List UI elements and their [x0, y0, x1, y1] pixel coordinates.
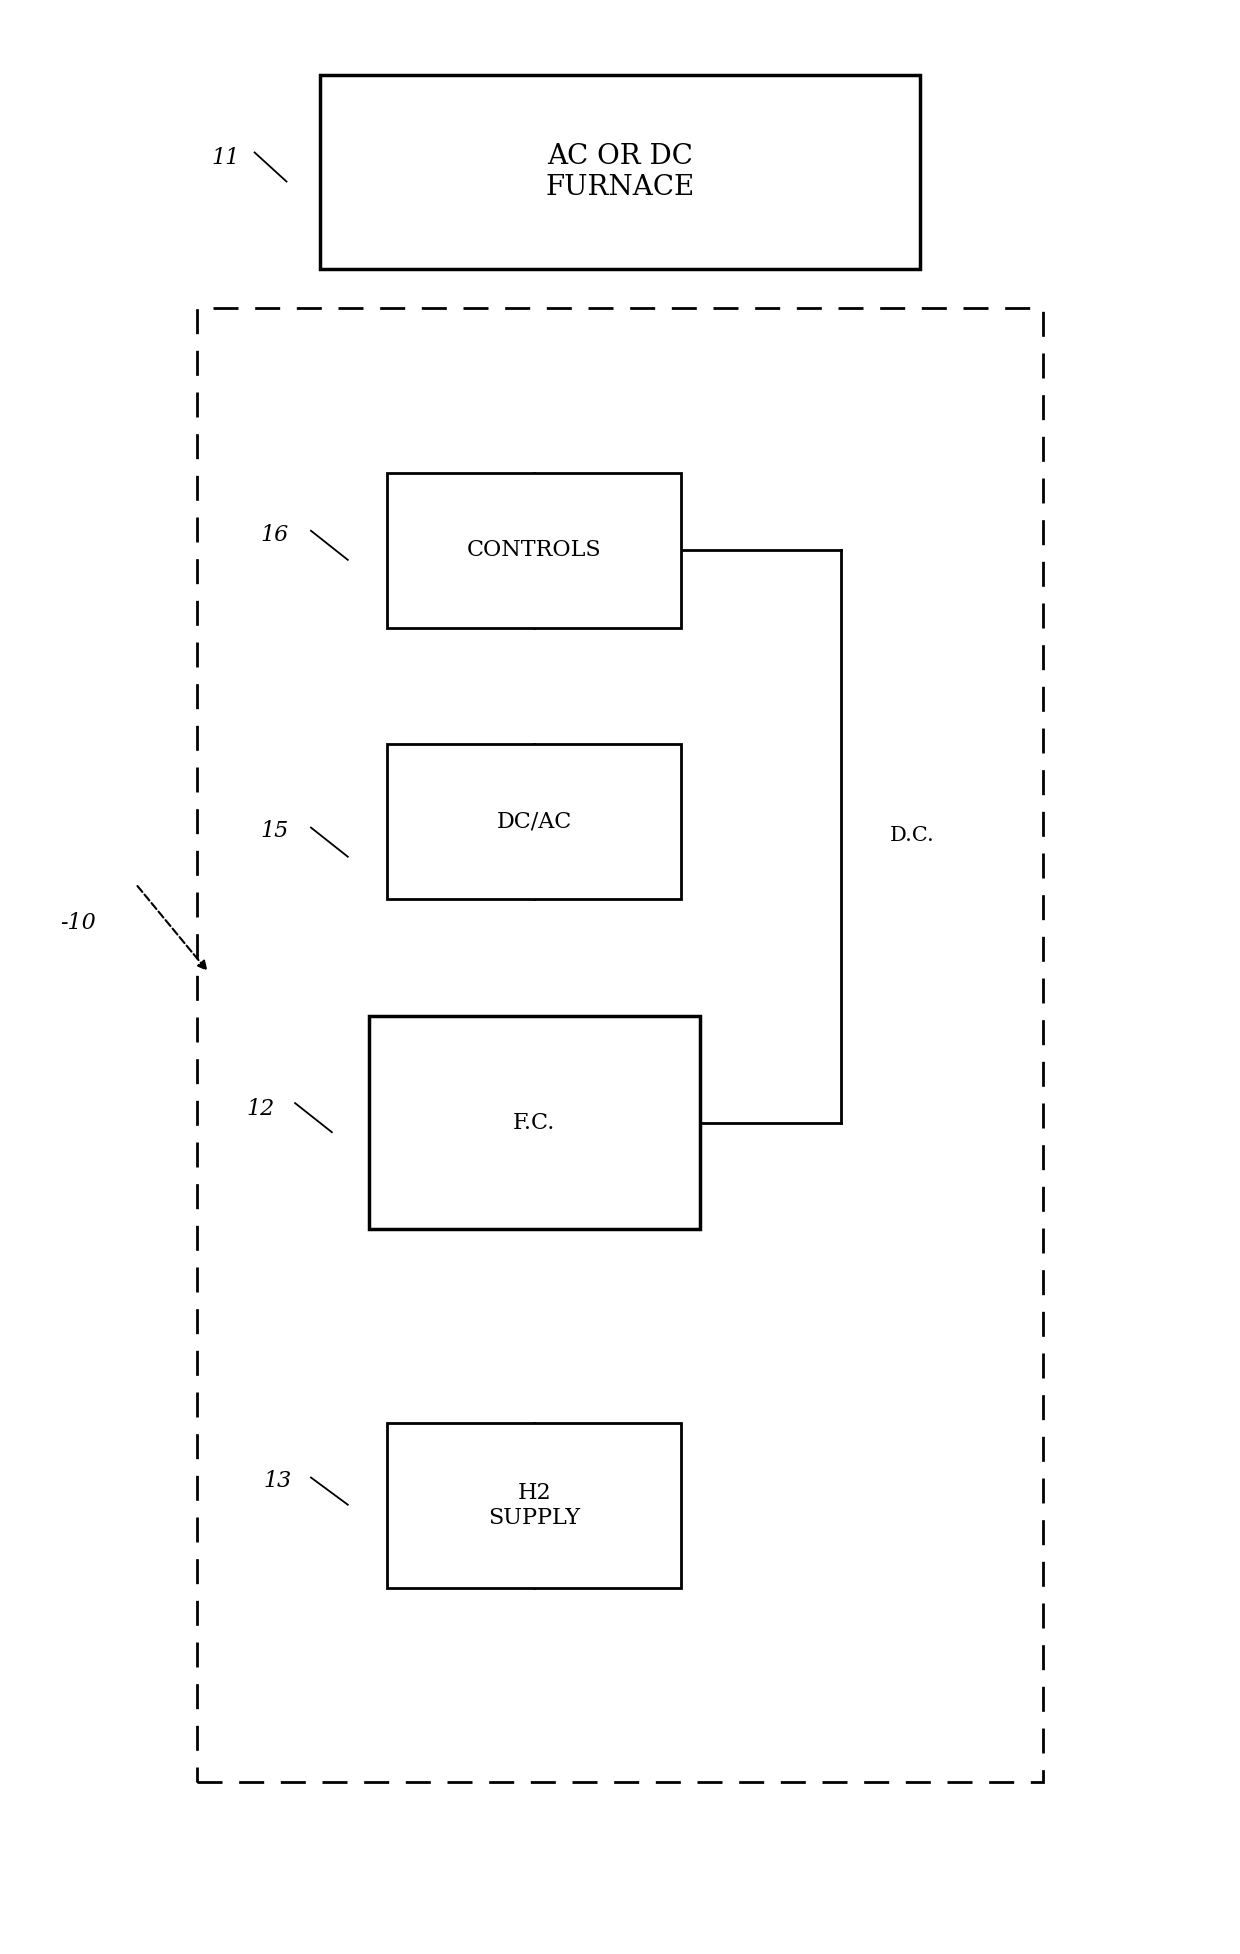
Text: D.C.: D.C. — [890, 827, 935, 844]
Text: AC OR DC
FURNACE: AC OR DC FURNACE — [546, 143, 694, 201]
Bar — [368, 1016, 699, 1229]
Text: 16: 16 — [260, 524, 289, 545]
Text: CONTROLS: CONTROLS — [466, 539, 601, 561]
Bar — [197, 307, 1043, 1782]
Text: 12: 12 — [246, 1098, 274, 1120]
Text: 11: 11 — [212, 147, 239, 170]
Text: 15: 15 — [260, 821, 289, 842]
Text: H2
SUPPLY: H2 SUPPLY — [489, 1481, 580, 1530]
Bar — [387, 473, 681, 627]
Text: F.C.: F.C. — [513, 1112, 556, 1133]
Text: DC/AC: DC/AC — [496, 811, 572, 832]
Text: -10: -10 — [61, 913, 95, 934]
Bar — [387, 744, 681, 899]
Bar — [387, 1423, 681, 1589]
Text: 13: 13 — [263, 1471, 291, 1493]
Bar — [320, 74, 920, 270]
